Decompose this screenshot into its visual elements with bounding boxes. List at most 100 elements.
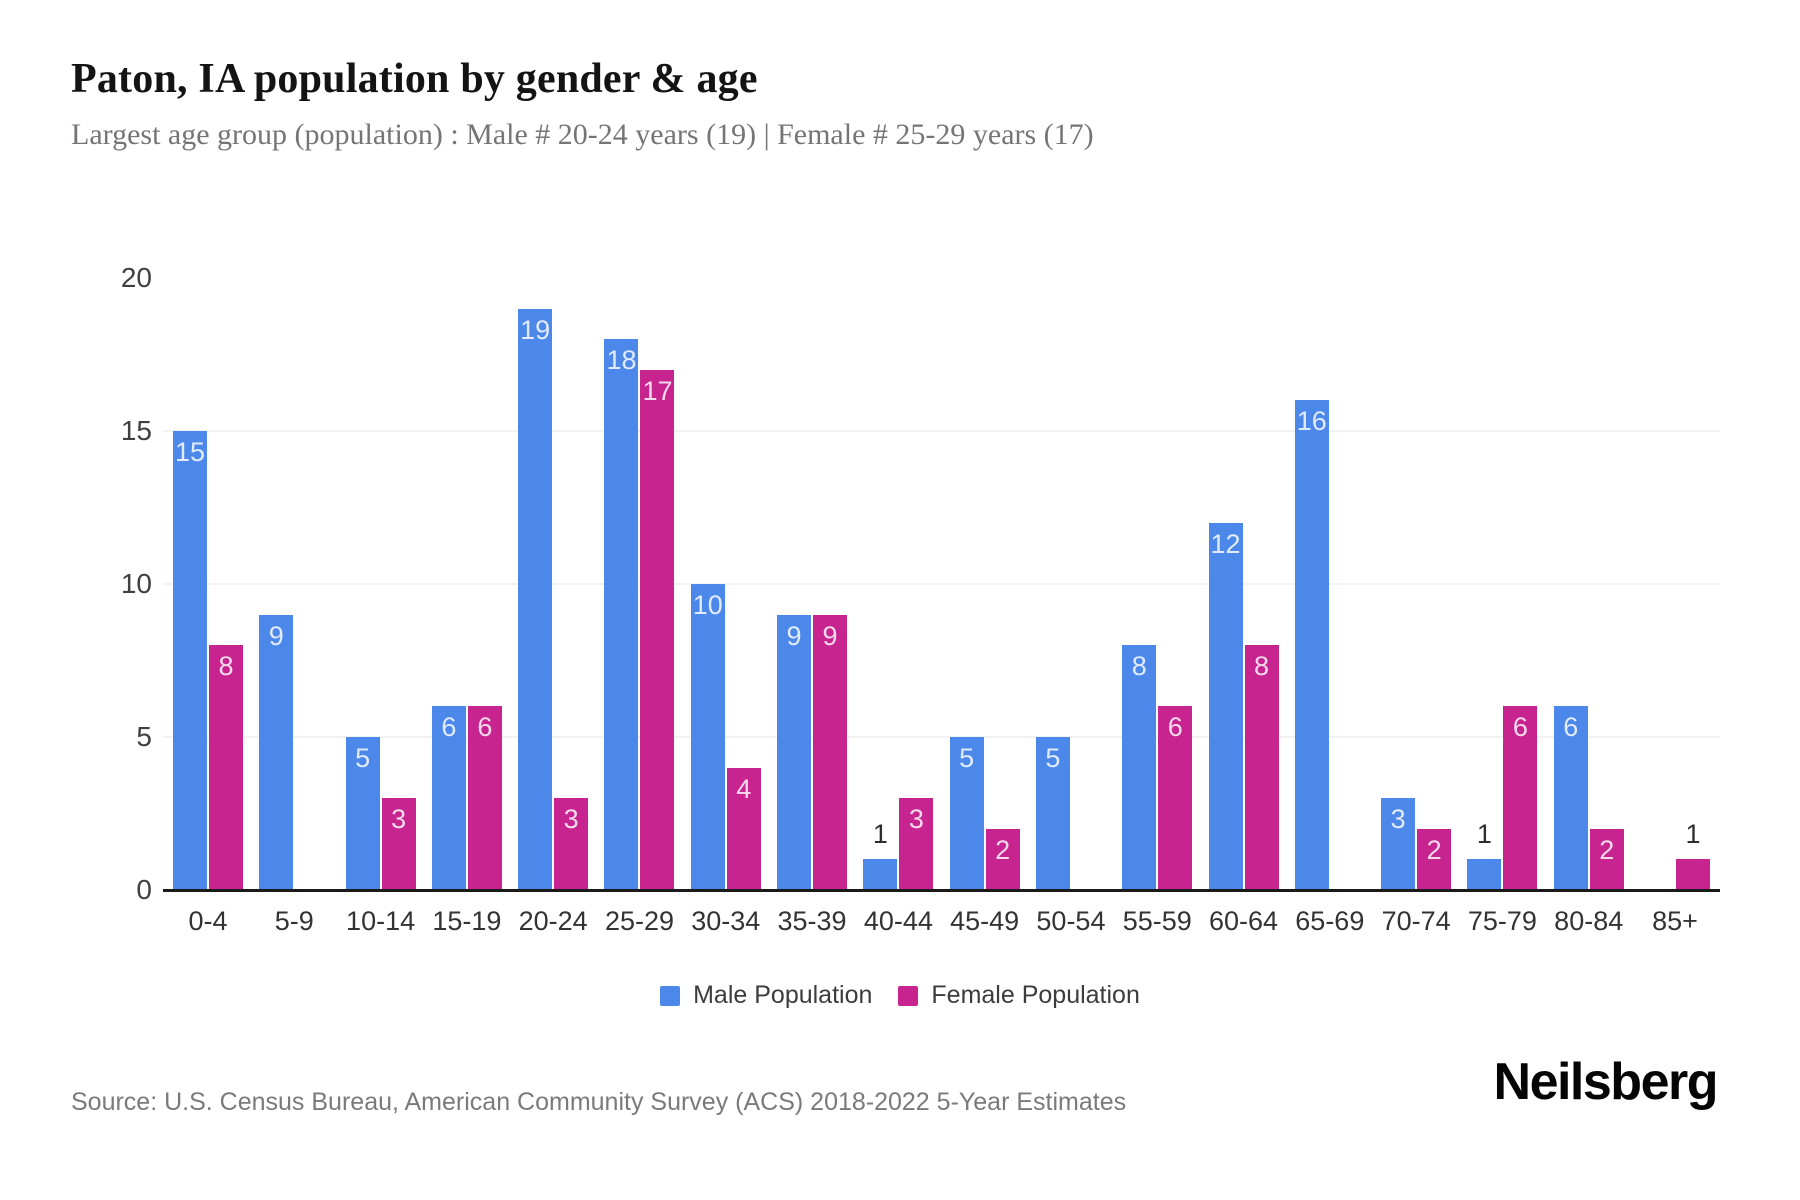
bar-value-female-population-30-34: 4 xyxy=(736,773,752,804)
bar-value-male-population-70-74: 3 xyxy=(1390,804,1406,835)
bar-male-population-35-39[interactable] xyxy=(777,614,812,890)
x-axis-label-75-79: 75-79 xyxy=(1467,906,1537,936)
bar-value-male-population-0-4: 15 xyxy=(174,437,206,467)
bar-value-male-population-60-64: 12 xyxy=(1210,528,1241,559)
bar-value-female-population-40-44: 3 xyxy=(908,804,924,835)
bar-female-population-75-79[interactable] xyxy=(1503,706,1538,890)
bar-value-male-population-65-69: 16 xyxy=(1296,406,1327,437)
bar-female-population-0-4[interactable] xyxy=(209,645,243,890)
bar-value-female-population-25-29: 17 xyxy=(642,375,673,406)
bar-value-male-population-30-34: 10 xyxy=(692,590,723,620)
bar-female-population-85+[interactable] xyxy=(1676,859,1710,890)
bar-value-male-population-35-39: 9 xyxy=(786,620,802,651)
bar-female-population-30-34[interactable] xyxy=(726,767,761,890)
bar-female-population-55-59[interactable] xyxy=(1158,706,1193,890)
bar-value-female-population-20-24: 3 xyxy=(563,804,579,835)
bar-value-male-population-80-84: 6 xyxy=(1563,712,1579,743)
bar-male-population-10-14[interactable] xyxy=(345,737,380,890)
y-axis-tick-5: 5 xyxy=(136,721,152,752)
legend-item-female-population[interactable]: Female Population xyxy=(898,981,1140,1010)
bar-value-male-population-75-79: 1 xyxy=(1476,819,1492,850)
page-subtitle: Largest age group (population) : Male # … xyxy=(71,118,1094,151)
bar-value-female-population-15-19: 6 xyxy=(477,712,493,743)
bar-value-male-population-45-49: 5 xyxy=(959,743,975,773)
legend-swatch-female-population xyxy=(898,985,919,1006)
page-title: Paton, IA population by gender & age xyxy=(71,56,758,102)
legend-label-female-population: Female Population xyxy=(931,981,1140,1009)
x-axis-label-45-49: 45-49 xyxy=(950,906,1020,936)
bar-female-population-45-49[interactable] xyxy=(985,828,1020,890)
bar-male-population-30-34[interactable] xyxy=(690,584,725,890)
bar-female-population-60-64[interactable] xyxy=(1244,645,1279,890)
bar-male-population-75-79[interactable] xyxy=(1467,859,1502,890)
source-note: Source: U.S. Census Bureau, American Com… xyxy=(71,1088,1127,1116)
bar-female-population-40-44[interactable] xyxy=(899,798,934,890)
x-axis-label-50-54: 50-54 xyxy=(1036,906,1106,936)
x-axis-label-30-34: 30-34 xyxy=(691,906,761,936)
bar-female-population-25-29[interactable] xyxy=(640,369,675,890)
x-axis-label-0-4: 0-4 xyxy=(188,906,228,936)
bar-male-population-70-74[interactable] xyxy=(1381,798,1416,890)
bar-value-male-population-40-44: 1 xyxy=(872,819,888,850)
bar-female-population-35-39[interactable] xyxy=(813,614,848,890)
bar-value-female-population-10-14: 3 xyxy=(391,804,407,835)
x-axis-label-65-69: 65-69 xyxy=(1295,906,1365,936)
x-axis-label-5-9: 5-9 xyxy=(274,906,314,936)
x-axis-label-85+: 85+ xyxy=(1652,906,1698,936)
bar-male-population-45-49[interactable] xyxy=(949,737,984,890)
bar-male-population-50-54[interactable] xyxy=(1035,737,1070,890)
x-axis-label-10-14: 10-14 xyxy=(346,906,416,936)
y-axis-tick-15: 15 xyxy=(120,415,152,446)
x-axis-label-70-74: 70-74 xyxy=(1381,906,1451,936)
bar-male-population-20-24[interactable] xyxy=(518,308,553,890)
bar-male-population-40-44[interactable] xyxy=(863,859,898,890)
bar-female-population-10-14[interactable] xyxy=(381,798,416,890)
bar-value-male-population-55-59: 8 xyxy=(1131,651,1147,682)
bar-male-population-80-84[interactable] xyxy=(1553,706,1588,890)
y-axis-tick-20: 20 xyxy=(120,262,152,293)
bar-value-female-population-45-49: 2 xyxy=(995,834,1011,865)
neilsberg-logo: Neilsberg xyxy=(1493,1053,1719,1111)
bar-value-female-population-80-84: 2 xyxy=(1599,834,1615,865)
bar-female-population-70-74[interactable] xyxy=(1417,828,1452,890)
bar-male-population-65-69[interactable] xyxy=(1294,400,1329,890)
bar-value-male-population-20-24: 19 xyxy=(520,314,551,345)
bar-value-male-population-50-54: 5 xyxy=(1045,743,1061,773)
x-axis-label-25-29: 25-29 xyxy=(604,906,674,936)
bar-male-population-60-64[interactable] xyxy=(1208,522,1243,890)
gridline-5 xyxy=(163,736,1720,738)
bar-value-female-population-75-79: 6 xyxy=(1512,712,1528,743)
x-axis-label-15-19: 15-19 xyxy=(432,906,502,936)
bar-male-population-5-9[interactable] xyxy=(259,614,294,890)
x-axis-label-80-84: 80-84 xyxy=(1554,906,1624,936)
y-axis-tick-10: 10 xyxy=(120,568,152,599)
bar-female-population-20-24[interactable] xyxy=(554,798,589,890)
legend: Male Population Female Population xyxy=(0,981,1800,1010)
bar-value-male-population-15-19: 6 xyxy=(441,712,457,743)
x-axis-label-20-24: 20-24 xyxy=(518,906,588,936)
bar-value-female-population-55-59: 6 xyxy=(1167,712,1183,743)
x-axis-label-60-64: 60-64 xyxy=(1208,906,1279,936)
bar-male-population-15-19[interactable] xyxy=(431,706,466,890)
bar-value-female-population-35-39: 9 xyxy=(822,620,838,651)
y-axis-tick-0: 0 xyxy=(136,874,152,905)
x-axis-line xyxy=(163,889,1720,892)
bar-male-population-0-4[interactable] xyxy=(173,431,207,890)
x-axis-label-40-44: 40-44 xyxy=(863,906,933,936)
bar-value-male-population-10-14: 5 xyxy=(355,743,371,773)
x-axis-label-55-59: 55-59 xyxy=(1122,906,1192,936)
legend-swatch-male-population xyxy=(660,985,681,1006)
bar-value-female-population-70-74: 2 xyxy=(1426,834,1442,865)
bar-male-population-25-29[interactable] xyxy=(604,339,639,890)
bar-value-female-population-60-64: 8 xyxy=(1254,651,1270,682)
legend-label-male-population: Male Population xyxy=(693,981,873,1009)
gridline-10 xyxy=(163,583,1720,585)
gridline-15 xyxy=(163,430,1720,432)
bar-value-female-population-0-4: 8 xyxy=(218,651,234,682)
legend-item-male-population[interactable]: Male Population xyxy=(660,981,872,1010)
bar-male-population-55-59[interactable] xyxy=(1122,645,1157,890)
bar-value-male-population-25-29: 18 xyxy=(606,345,637,376)
bar-female-population-15-19[interactable] xyxy=(467,706,502,890)
bar-female-population-80-84[interactable] xyxy=(1589,828,1624,890)
